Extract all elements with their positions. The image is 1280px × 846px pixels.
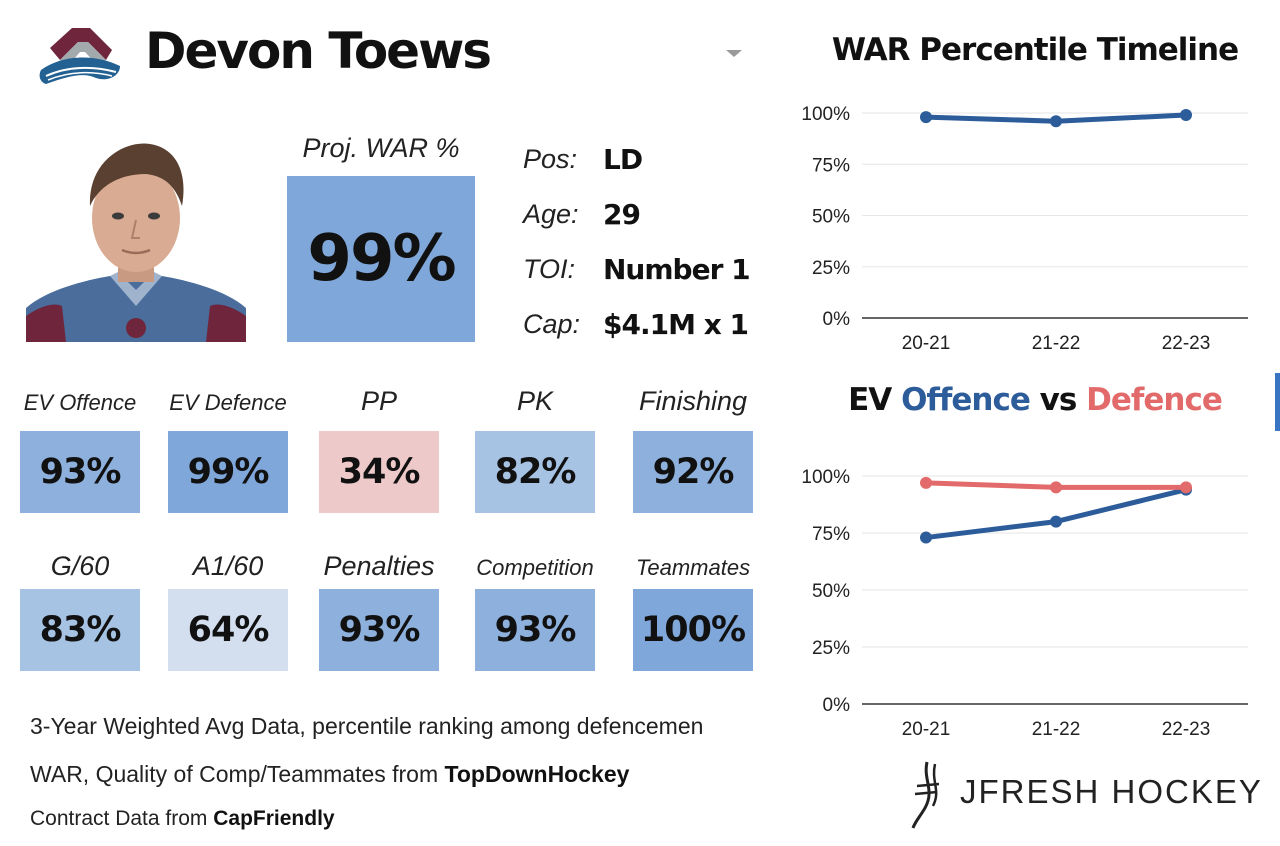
y-tick-label: 25% <box>812 258 850 279</box>
y-tick-label: 100% <box>801 467 850 488</box>
stat-tile-a160: 64% <box>168 589 288 671</box>
age-value: 29 <box>603 198 641 231</box>
info-row-cap: Cap: $4.1M x 1 <box>523 297 750 352</box>
projected-war-value: 99% <box>287 176 475 342</box>
war-timeline-title: WAR Percentile Timeline <box>831 32 1239 68</box>
data-point <box>1050 115 1062 128</box>
stat-label-pk: PK <box>516 386 554 416</box>
player-photo <box>26 130 246 342</box>
player-name: Devon Toews <box>145 22 492 80</box>
ev-title-vs: vs <box>1029 382 1087 418</box>
info-row-age: Age: 29 <box>523 187 750 242</box>
footer-war-prefix: WAR, Quality of Comp/Teammates from <box>30 761 445 787</box>
age-label: Age: <box>523 199 579 229</box>
stat-tile-ev-defence: 99% <box>168 431 288 513</box>
x-tick-label: 21-22 <box>1032 719 1081 740</box>
stat-label-finishing: Finishing <box>638 386 748 416</box>
footer-war-source: WAR, Quality of Comp/Teammates from TopD… <box>30 761 629 788</box>
x-tick-label: 22-23 <box>1162 719 1211 740</box>
y-tick-label: 50% <box>812 581 850 602</box>
y-tick-label: 100% <box>801 104 850 125</box>
data-point <box>1050 515 1062 528</box>
y-tick-label: 50% <box>812 207 850 228</box>
y-tick-label: 75% <box>812 155 850 176</box>
data-point <box>1180 481 1192 494</box>
stat-label-g60: G/60 <box>50 551 110 581</box>
info-row-position: Pos: LD <box>523 132 750 187</box>
chevron-down-icon[interactable] <box>726 50 742 57</box>
x-tick-label: 21-22 <box>1032 333 1081 354</box>
stat-label-ev-offence: EV Offence <box>23 390 137 415</box>
stat-label-teammates: Teammates <box>635 555 751 580</box>
stat-label-pp: PP <box>360 386 398 416</box>
stat-tile-finishing: 92% <box>633 431 753 513</box>
stat-tile-g60: 83% <box>20 589 140 671</box>
stat-tile-competition: 93% <box>475 589 595 671</box>
footer-methodology: 3-Year Weighted Avg Data, percentile ran… <box>30 713 704 739</box>
team-logo <box>39 28 121 84</box>
stat-label-a160: A1/60 <box>192 551 264 581</box>
y-tick-label: 75% <box>812 524 850 545</box>
toi-label: TOI: <box>523 254 576 284</box>
war-timeline-chart: 0% 25% 50% 75% 100% 20-21 21-22 22-23 <box>801 104 1248 354</box>
ev-title-prefix: EV <box>848 382 902 418</box>
data-point <box>1050 481 1062 494</box>
footer-contract-source: Contract Data from CapFriendly <box>30 807 335 831</box>
toi-value: Number 1 <box>603 253 751 286</box>
y-tick-label: 25% <box>812 638 850 659</box>
data-point <box>1180 109 1192 122</box>
stat-label-penalties: Penalties <box>323 551 435 581</box>
stat-tile-pk: 82% <box>475 431 595 513</box>
stat-tile-ev-offence: 93% <box>20 431 140 513</box>
stat-label-ev-defence: EV Defence <box>169 390 287 415</box>
cap-label: Cap: <box>523 309 581 339</box>
stat-tile-pp: 34% <box>319 431 439 513</box>
scroll-indicator <box>1275 373 1280 431</box>
series-line <box>923 487 1189 541</box>
player-info: Pos: LD Age: 29 TOI: Number 1 Cap: $4.1M… <box>523 132 751 352</box>
data-point <box>920 531 932 544</box>
ev-title-offence: Offence <box>901 382 1031 418</box>
data-point <box>920 476 932 489</box>
footer-contract-prefix: Contract Data from <box>30 807 214 830</box>
stat-tile-penalties: 93% <box>319 589 439 671</box>
position-label: Pos: <box>523 144 578 174</box>
y-tick-label: 0% <box>823 695 851 716</box>
ev-title-defence: Defence <box>1086 382 1223 418</box>
brand-name: JFRESH HOCKEY <box>960 773 1263 810</box>
x-tick-label: 20-21 <box>902 719 951 740</box>
info-row-toi: TOI: Number 1 <box>523 242 751 297</box>
x-tick-label: 22-23 <box>1162 333 1211 354</box>
stat-tile-teammates: 100% <box>633 589 753 671</box>
y-tick-label: 0% <box>823 309 851 330</box>
x-tick-label: 20-21 <box>902 333 951 354</box>
footer-war-source-name: TopDownHockey <box>444 761 630 787</box>
footer-contract-source-name: CapFriendly <box>213 807 335 830</box>
jfresh-hockey-logo <box>911 761 940 829</box>
projected-war-label: Proj. WAR % <box>302 133 460 163</box>
ev-chart-title: EV Offence vs Defence <box>800 382 1270 418</box>
stat-label-competition: Competition <box>476 555 594 580</box>
cap-value: $4.1M x 1 <box>603 308 749 341</box>
data-point <box>920 111 932 124</box>
ev-offence-defence-chart: 0% 25% 50% 75% 100% 20-21 21-22 22-23 <box>801 467 1248 740</box>
position-value: LD <box>603 143 643 176</box>
